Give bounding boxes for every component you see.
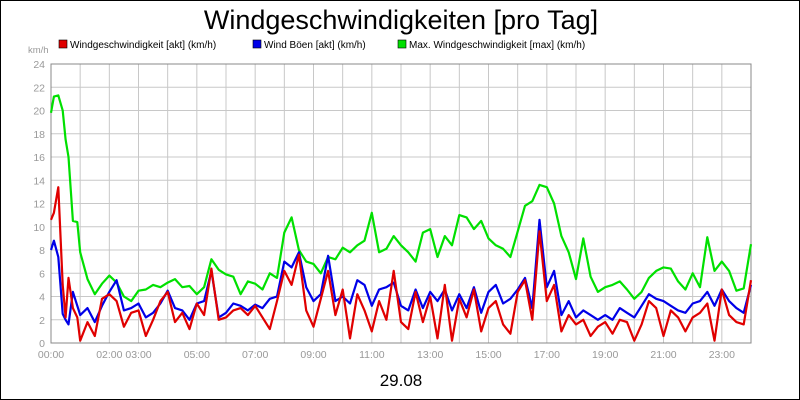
chart-title: Windgeschwindigkeiten [pro Tag]: [204, 5, 598, 35]
y-tick-label: 24: [33, 59, 45, 71]
gridlines: [50, 63, 752, 344]
legend-swatch: [58, 39, 68, 49]
legend-entry: Windgeschwindigkeit [akt] (km/h): [58, 39, 216, 51]
legend-label: Wind Böen [akt] (km/h): [264, 40, 366, 51]
series-line: [49, 94, 753, 303]
legend-swatch: [252, 39, 262, 49]
legend-entry: Max. Windgeschwindigkeit [max] (km/h): [397, 39, 585, 51]
legend-entry: Wind Böen [akt] (km/h): [252, 39, 366, 51]
y-tick-label: 0: [39, 338, 45, 350]
y-tick-label: 4: [39, 292, 45, 304]
legend-swatch: [397, 39, 407, 49]
x-tick-label: 02:00: [96, 349, 122, 361]
x-tick-label: 13:00: [417, 349, 443, 361]
x-axis-ticks: 00:00 02:00 03:00 05:00 07:00 09:00 11:00 13:00…: [38, 349, 735, 361]
x-tick-label: 03:00: [125, 349, 151, 361]
y-tick-label: 6: [39, 268, 45, 280]
series-line: [49, 218, 753, 326]
y-axis-unit-label: km/h: [28, 45, 49, 56]
y-tick-label: 20: [33, 106, 45, 118]
legend-label: Windgeschwindigkeit [akt] (km/h): [70, 40, 216, 51]
x-tick-label: 05:00: [184, 349, 210, 361]
x-tick-label: 21:00: [650, 349, 676, 361]
x-tick-label: 19:00: [592, 349, 618, 361]
y-tick-label: 16: [33, 152, 45, 164]
series-lines: [49, 94, 753, 342]
x-tick-label: 23:00: [709, 349, 735, 361]
x-tick-label: 11:00: [359, 349, 385, 361]
legend-label: Max. Windgeschwindigkeit [max] (km/h): [409, 40, 585, 51]
legend: Windgeschwindigkeit [akt] (km/h) Wind Böe…: [58, 39, 585, 51]
y-tick-label: 22: [33, 82, 45, 94]
series-line: [49, 186, 753, 342]
x-tick-label: 17:00: [534, 349, 560, 361]
y-tick-label: 12: [33, 199, 45, 211]
y-tick-label: 14: [33, 175, 45, 187]
y-tick-label: 2: [39, 315, 45, 327]
x-tick-label: 00:00: [38, 349, 64, 361]
plot-area: [50, 63, 752, 344]
x-tick-label: 09:00: [300, 349, 326, 361]
y-tick-label: 8: [39, 245, 45, 257]
x-tick-label: 07:00: [242, 349, 268, 361]
y-tick-label: 18: [33, 129, 45, 141]
x-tick-label: 15:00: [475, 349, 501, 361]
date-label: 29.08: [380, 371, 423, 390]
y-tick-label: 10: [33, 222, 45, 234]
